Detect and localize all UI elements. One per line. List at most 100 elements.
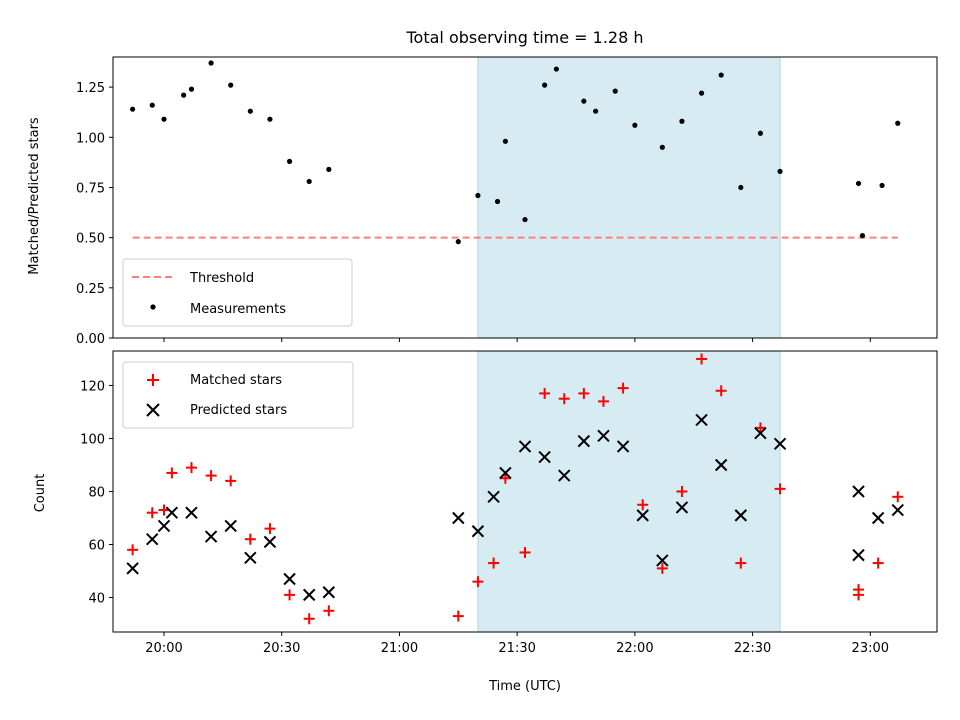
data-point — [494, 198, 501, 205]
data-point — [267, 116, 273, 122]
data-point — [146, 533, 159, 546]
data-point — [302, 588, 316, 602]
data-point — [452, 511, 465, 525]
data-point — [718, 72, 724, 78]
top-y-axis-label: Matched/Predicted stars — [27, 117, 42, 275]
data-point — [185, 462, 197, 474]
data-point — [158, 504, 170, 516]
data-point — [519, 546, 531, 558]
data-point — [871, 511, 885, 525]
data-point — [263, 535, 277, 549]
data-point — [455, 239, 461, 245]
data-point — [149, 102, 155, 108]
data-point — [181, 92, 187, 98]
data-point — [487, 490, 500, 504]
data-point — [738, 184, 744, 191]
bottom-series-1 — [127, 353, 904, 625]
legend-matched-swatch — [147, 374, 159, 386]
data-point — [636, 509, 649, 522]
data-point — [127, 544, 139, 556]
data-point — [306, 178, 312, 185]
data-point — [208, 60, 214, 66]
data-point — [126, 562, 139, 575]
bottom-axes-frame — [112, 350, 938, 633]
legend-matched-label: Matched stars — [190, 373, 282, 388]
data-point — [777, 168, 783, 175]
data-point — [659, 144, 665, 150]
data-point — [502, 138, 508, 144]
data-point — [853, 589, 865, 601]
data-point — [286, 158, 293, 164]
bottom-y-tick-label: 80 — [88, 486, 105, 501]
legend-threshold-label: Threshold — [189, 271, 254, 286]
data-point — [715, 385, 727, 397]
data-point — [522, 216, 528, 223]
legend-predicted-label: Predicted stars — [190, 403, 287, 418]
top-legend: Threshold Measurements — [122, 258, 353, 327]
data-point — [616, 440, 630, 453]
data-point — [593, 108, 599, 114]
x-tick-label: 22:00 — [616, 641, 653, 656]
bottom-y-tick-label: 100 — [80, 432, 105, 447]
data-point — [852, 548, 865, 562]
data-point — [499, 466, 512, 480]
legend-measurements-swatch — [150, 304, 156, 310]
data-point — [228, 82, 234, 88]
data-point — [165, 506, 179, 519]
data-point — [773, 437, 787, 450]
top-y-tick-label: 0.00 — [76, 332, 105, 347]
data-point — [578, 387, 590, 399]
data-point — [323, 605, 335, 617]
data-point — [146, 507, 158, 519]
data-point — [471, 525, 485, 538]
top-y-tick-label: 0.50 — [76, 232, 105, 247]
data-point — [855, 180, 862, 187]
data-point — [679, 118, 685, 124]
chart-title: Total observing time = 1.28 h — [405, 28, 643, 47]
data-point — [695, 413, 708, 427]
data-point — [581, 98, 587, 104]
top-y-tick-label: 1.00 — [76, 131, 105, 146]
bottom-y-tick-label: 60 — [88, 539, 105, 554]
data-point — [475, 192, 481, 199]
data-point — [734, 509, 748, 522]
data-point — [247, 108, 253, 114]
counts-panel: Count Time (UTC) 40 60 80 100 120 20:00 20:30 2… — [33, 350, 938, 694]
data-point — [872, 557, 884, 569]
data-point — [518, 440, 532, 453]
data-point — [204, 530, 218, 543]
top-axes-frame — [112, 56, 938, 339]
top-y-tick-label: 0.25 — [76, 282, 105, 297]
data-point — [472, 576, 484, 588]
data-point — [322, 586, 336, 599]
data-point — [859, 233, 866, 239]
data-point — [757, 130, 764, 136]
data-point — [632, 122, 638, 128]
data-point — [452, 610, 464, 622]
x-tick-label: 22:30 — [734, 641, 771, 656]
bottom-highlight-span — [477, 350, 781, 633]
data-point — [283, 572, 296, 586]
data-point — [612, 88, 618, 94]
top-series-1 — [130, 60, 901, 245]
data-point — [303, 613, 315, 625]
x-tick-label: 21:00 — [381, 641, 418, 656]
data-point — [754, 426, 767, 440]
x-axis-label: Time (UTC) — [488, 679, 561, 694]
data-point — [735, 557, 747, 569]
top-highlight-span — [477, 56, 781, 339]
data-point — [714, 458, 728, 472]
data-point — [637, 499, 649, 511]
ratio-panel: Total observing time = 1.28 h Matched/Pr… — [27, 28, 938, 347]
data-point — [577, 434, 591, 448]
data-point — [244, 551, 257, 564]
data-point — [488, 557, 500, 569]
legend-measurements-label: Measurements — [190, 302, 286, 317]
data-point — [698, 90, 705, 96]
data-point — [617, 382, 629, 394]
data-point — [157, 519, 171, 533]
data-point — [166, 467, 178, 479]
data-point — [542, 82, 548, 88]
data-point — [225, 475, 237, 487]
